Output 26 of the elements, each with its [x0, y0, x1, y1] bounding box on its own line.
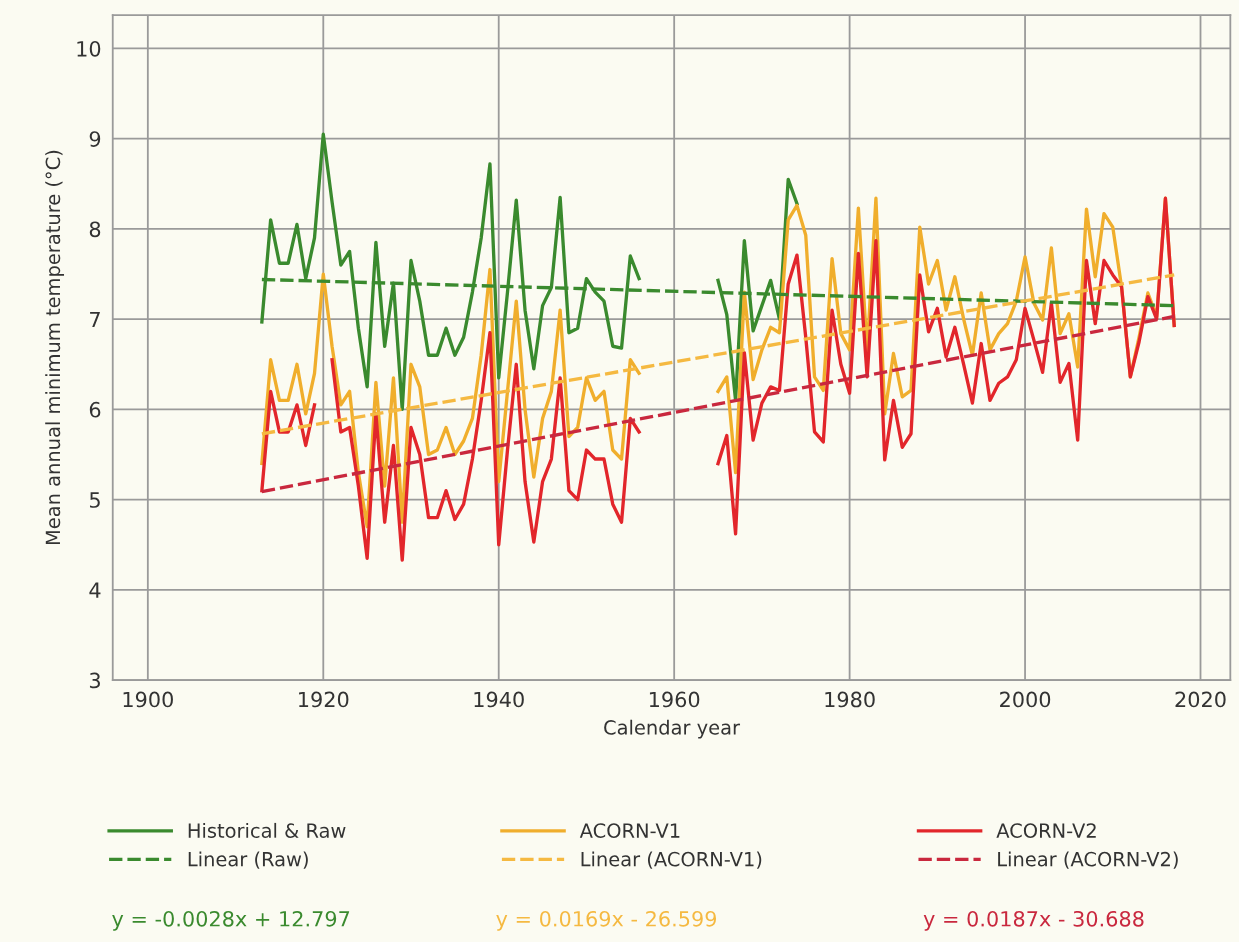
- x-tick-label: 1940: [474, 691, 524, 708]
- y-tick-label: 6: [89, 401, 101, 418]
- y-tick-label: 7: [90, 311, 100, 328]
- y-tick-label: 10: [77, 40, 101, 57]
- y-axis-title: Mean annual minimum temperature (°C): [45, 150, 65, 545]
- x-tick-label: 1920: [299, 691, 349, 708]
- x-tick-label: 2000: [1000, 691, 1051, 708]
- y-tick-label: 4: [89, 582, 101, 598]
- legend-label: Historical & Raw: [188, 822, 346, 838]
- x-tick-label: 1960: [649, 691, 700, 708]
- x-tick-label: 1900: [123, 691, 173, 708]
- legend-label: ACORN-V1: [579, 823, 680, 838]
- y-tick-label: 9: [89, 131, 101, 147]
- text: y = 0.0187x - 30.688: [923, 910, 1144, 931]
- x-tick-label: 2020: [1175, 691, 1226, 708]
- x-axis-title: Calendar year: [604, 719, 741, 739]
- x-tick-label: 1980: [825, 691, 875, 708]
- y-tick-label: 5: [89, 492, 100, 508]
- y-tick-label: 8: [89, 221, 101, 238]
- text: y = 0.0169x - 26.599: [496, 910, 717, 931]
- legend-label: ACORN-V2: [996, 823, 1096, 838]
- text: y = -0.0028x + 12.797: [112, 910, 350, 931]
- legend-label: Linear (Raw): [188, 851, 308, 869]
- legend-label: Linear (ACORN-V1): [581, 851, 762, 869]
- y-tick-label: 3: [89, 672, 100, 689]
- legend-label: Linear (ACORN-V2): [998, 851, 1178, 869]
